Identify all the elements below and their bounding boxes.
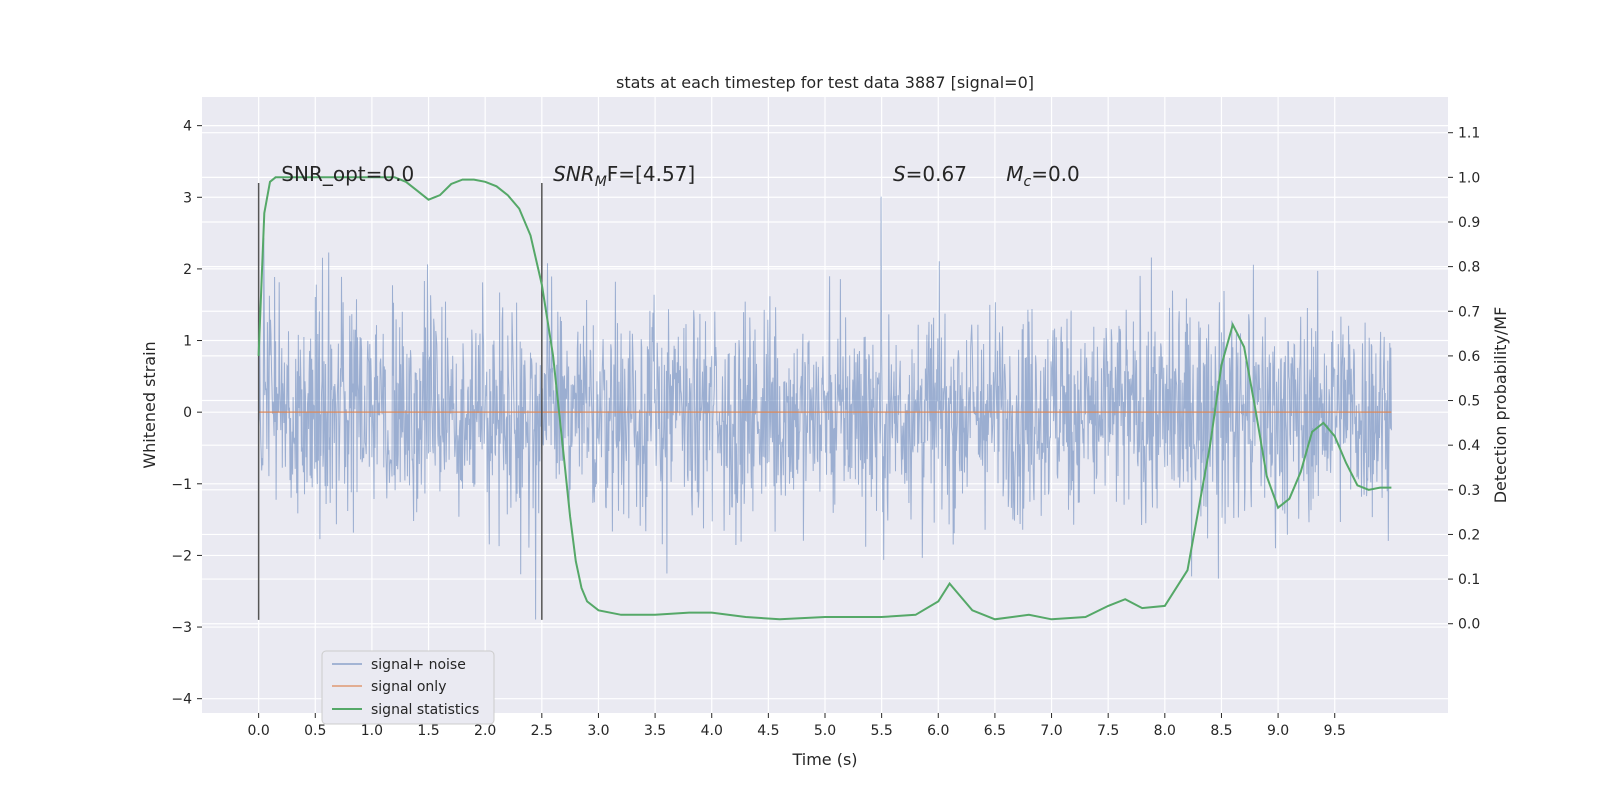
y-right-tick-label: 0.4 xyxy=(1458,438,1480,454)
legend-label-noise: signal+ noise xyxy=(371,657,466,673)
x-tick-label: 4.5 xyxy=(757,723,779,739)
y-right-tick-label: 0.8 xyxy=(1458,260,1480,276)
legend: signal+ noise signal only signal statist… xyxy=(321,650,495,725)
x-tick-label: 6.5 xyxy=(984,723,1006,739)
y-left-tick-label: −1 xyxy=(171,477,192,493)
x-tick-label: 7.5 xyxy=(1097,723,1119,739)
y-left-tick-label: −2 xyxy=(171,548,192,564)
y-axis-label-left: Whitened strain xyxy=(140,341,159,468)
y-right-tick-label: 0.3 xyxy=(1458,483,1480,499)
y-right-tick-label: 0.5 xyxy=(1458,394,1480,410)
x-tick-label: 1.0 xyxy=(361,723,383,739)
y-left-tick-label: −4 xyxy=(171,692,192,708)
x-tick-label: 8.5 xyxy=(1210,723,1232,739)
y-left-tick-label: 3 xyxy=(183,190,192,206)
x-tick-label: 0.0 xyxy=(248,723,270,739)
y-axis-label-right: Detection probability/MF xyxy=(1491,307,1510,504)
x-tick-label: 9.5 xyxy=(1324,723,1346,739)
legend-box xyxy=(321,650,495,725)
x-tick-label: 7.0 xyxy=(1040,723,1062,739)
annotations: SNR_opt=0.0 SNRMF=[4.57] S=0.67 Mc=0.0 xyxy=(281,162,1079,190)
x-tick-label: 3.5 xyxy=(644,723,666,739)
x-tick-label: 3.0 xyxy=(587,723,609,739)
y-right-tick-label: 0.7 xyxy=(1458,304,1480,320)
annotation-2: S=0.67 xyxy=(893,162,967,186)
chart-title: stats at each timestep for test data 388… xyxy=(616,73,1034,92)
x-tick-label: 5.5 xyxy=(871,723,893,739)
y-right-tick-label: 0.9 xyxy=(1458,215,1480,231)
x-tick-label: 8.0 xyxy=(1154,723,1176,739)
y-right-tick-label: 0.0 xyxy=(1458,617,1480,633)
annotation-1: SNRMF=[4.57] xyxy=(553,162,695,190)
y-right-tick-label: 1.1 xyxy=(1458,126,1480,142)
x-tick-label: 9.0 xyxy=(1267,723,1289,739)
y-left-tick-label: 4 xyxy=(183,119,192,135)
x-tick-label: 2.5 xyxy=(531,723,553,739)
y-left-tick-label: 0 xyxy=(183,405,192,421)
signal-noise-series xyxy=(258,196,1392,620)
signal-statistics-line xyxy=(257,176,1392,621)
y-right-tick-label: 0.6 xyxy=(1458,349,1480,365)
x-tick-label: 5.0 xyxy=(814,723,836,739)
lines xyxy=(257,176,1392,621)
x-tick-label: 4.0 xyxy=(701,723,723,739)
y-left-tick-label: 1 xyxy=(183,334,192,350)
y-left-tick-label: −3 xyxy=(171,620,192,636)
x-axis-label: Time (s) xyxy=(791,750,857,769)
x-tick-label: 2.0 xyxy=(474,723,496,739)
legend-label-statistics: signal statistics xyxy=(371,702,479,718)
y-left-tick-label: 2 xyxy=(183,262,192,278)
x-tick-label: 1.5 xyxy=(417,723,439,739)
y-right-tick-label: 1.0 xyxy=(1458,170,1480,186)
x-tick-label: 0.5 xyxy=(304,723,326,739)
annotation-3: Mc=0.0 xyxy=(1006,162,1080,190)
legend-label-signal-only: signal only xyxy=(371,679,446,695)
annotation-0: SNR_opt=0.0 xyxy=(281,162,414,186)
y-right-tick-label: 0.2 xyxy=(1458,527,1480,543)
x-tick-label: 6.0 xyxy=(927,723,949,739)
signal-noise-line xyxy=(258,196,1392,620)
axes: 0.0 0.5 1.0 1.5 2.0 2.5 3.0 3.5 4.0 4.5 5.0 5.5 6.0 6… xyxy=(171,119,1480,739)
y-right-tick-label: 0.1 xyxy=(1458,572,1480,588)
